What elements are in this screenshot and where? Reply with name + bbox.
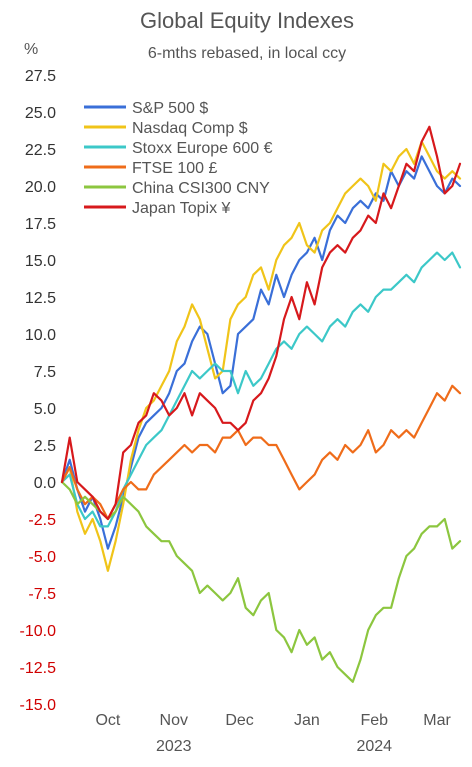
chart-title: Global Equity Indexes [140, 8, 354, 33]
series-lines [60, 125, 462, 683]
chart-subtitle: 6-mths rebased, in local ccy [148, 45, 346, 62]
y-tick-label: 20.0 [25, 179, 56, 196]
y-tick-label: 0.0 [34, 475, 56, 492]
y-tick-label: -10.0 [20, 623, 57, 640]
x-tick-month: Oct [95, 712, 120, 729]
legend-label: Japan Topix ¥ [132, 200, 231, 217]
legend-label: FTSE 100 £ [132, 160, 217, 177]
legend-label: Stoxx Europe 600 € [132, 140, 273, 157]
y-tick-label: -12.5 [20, 660, 57, 677]
y-tick-label: 27.5 [25, 68, 56, 85]
x-tick-month: Feb [360, 712, 388, 729]
y-tick-label: 5.0 [34, 401, 56, 418]
series-line-2 [60, 251, 462, 528]
series-line-5 [60, 125, 462, 521]
y-tick-label: 10.0 [25, 327, 56, 344]
series-line-4 [60, 480, 462, 683]
legend-label: S&P 500 $ [132, 100, 208, 117]
x-tick-month: Nov [160, 712, 188, 729]
y-axis-ticks: 27.5 25.0 22.5 20.0 17.5 15.0 12.5 10.0 7.5 5.0 2.… [20, 68, 57, 714]
legend-label: Nasdaq Comp $ [132, 120, 248, 137]
y-tick-label: -5.0 [28, 549, 56, 566]
legend-label: China CSI300 CNY [132, 180, 270, 197]
series-line-0 [60, 155, 462, 550]
y-tick-label: 12.5 [25, 290, 56, 307]
y-tick-label: 17.5 [25, 216, 56, 233]
y-axis-unit: % [24, 41, 38, 58]
y-tick-label: -2.5 [28, 512, 56, 529]
y-tick-label: -15.0 [20, 697, 57, 714]
y-tick-label: 7.5 [34, 364, 56, 381]
x-tick-month: Mar [423, 712, 451, 729]
series-line-1 [60, 140, 462, 572]
y-tick-label: 22.5 [25, 142, 56, 159]
x-tick-year: 2023 [156, 738, 192, 755]
y-tick-label: 25.0 [25, 105, 56, 122]
y-tick-label: 15.0 [25, 253, 56, 270]
y-tick-label: 2.5 [34, 438, 56, 455]
x-tick-month: Dec [225, 712, 253, 729]
legend: S&P 500 $ Nasdaq Comp $ Stoxx Europe 600 €… [84, 100, 273, 217]
y-tick-label: -7.5 [28, 586, 56, 603]
x-axis-ticks: Oct Nov Dec Jan Feb Mar 2023 2024 [95, 712, 451, 755]
series-line-3 [60, 384, 462, 521]
x-tick-month: Jan [294, 712, 320, 729]
x-tick-year: 2024 [356, 738, 392, 755]
